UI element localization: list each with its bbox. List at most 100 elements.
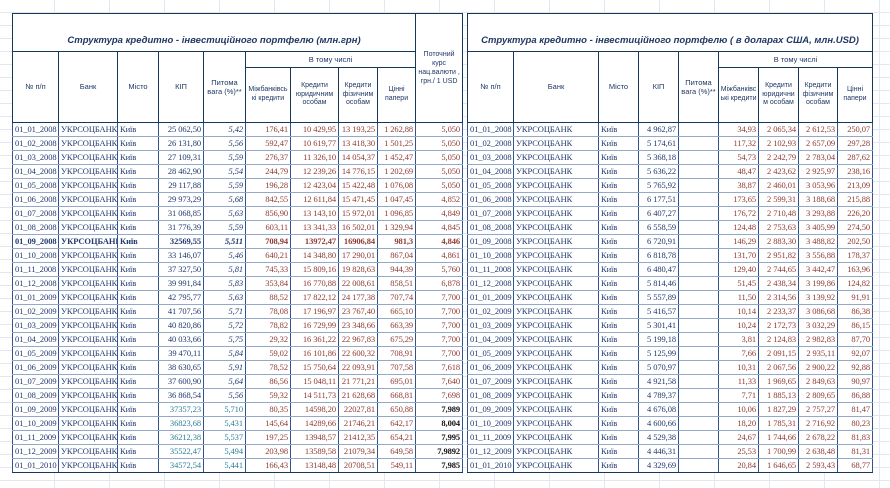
cell-retail-loans[interactable]: 3 086,68 bbox=[798, 304, 838, 319]
cell-city[interactable]: Київ bbox=[598, 290, 639, 305]
cell-date[interactable]: 01_06_2009 bbox=[12, 360, 59, 375]
cell-retail-loans[interactable]: 2 849,63 bbox=[798, 374, 838, 389]
cell-city[interactable]: Київ bbox=[598, 402, 639, 417]
cell-securities[interactable]: 549,11 bbox=[376, 458, 417, 473]
cell-date[interactable]: 01_08_2009 bbox=[12, 388, 59, 403]
cell-securities[interactable]: 649,58 bbox=[376, 444, 417, 459]
cell-securities[interactable]: 1 047,45 bbox=[376, 192, 417, 207]
cell-city[interactable]: Київ bbox=[117, 220, 159, 235]
cell-securities[interactable]: 867,04 bbox=[376, 248, 417, 263]
cell-bank[interactable]: УКРСОЦБАНК bbox=[58, 164, 118, 179]
cell-bank[interactable]: УКРСОЦБАНК bbox=[58, 430, 118, 445]
cell-weight[interactable] bbox=[678, 332, 719, 347]
cell-date[interactable]: 01_08_2008 bbox=[12, 220, 59, 235]
cell-corporate-loans[interactable]: 10 619,77 bbox=[290, 136, 339, 151]
cell-city[interactable]: Київ bbox=[598, 122, 639, 137]
cell-city[interactable]: Київ bbox=[598, 430, 639, 445]
cell-corporate-loans[interactable]: 2 124,83 bbox=[758, 332, 799, 347]
cell-weight[interactable] bbox=[678, 290, 719, 305]
cell-corporate-loans[interactable]: 14 511,73 bbox=[290, 388, 339, 403]
cell-fx-rate[interactable]: 4,852 bbox=[415, 192, 464, 207]
cell-bank[interactable]: УКРСОЦБАНК bbox=[58, 262, 118, 277]
cell-date[interactable]: 01_01_2010 bbox=[467, 458, 514, 473]
cell-fx-rate[interactable]: 5,050 bbox=[415, 150, 464, 165]
cell-bank[interactable]: УКРСОЦБАНК bbox=[58, 388, 118, 403]
cell-interbank-loans[interactable]: 51,45 bbox=[718, 276, 759, 291]
cell-bank[interactable]: УКРСОЦБАНК bbox=[58, 276, 118, 291]
cell-corporate-loans[interactable]: 2 091,15 bbox=[758, 346, 799, 361]
cell-city[interactable]: Київ bbox=[598, 332, 639, 347]
cell-kip[interactable]: 35522,47 bbox=[158, 444, 204, 459]
cell-corporate-loans[interactable]: 15 048,11 bbox=[290, 374, 339, 389]
cell-city[interactable]: Київ bbox=[598, 374, 639, 389]
cell-weight[interactable]: 5,431 bbox=[203, 416, 246, 431]
cell-securities[interactable]: 665,10 bbox=[376, 304, 417, 319]
cell-bank[interactable]: УКРСОЦБАНК bbox=[58, 458, 118, 473]
cell-city[interactable]: Київ bbox=[117, 374, 159, 389]
cell-fx-rate[interactable]: 7,9892 bbox=[415, 444, 464, 459]
cell-interbank-loans[interactable]: 38,87 bbox=[718, 178, 759, 193]
cell-date[interactable]: 01_02_2009 bbox=[467, 304, 514, 319]
cell-weight[interactable] bbox=[678, 178, 719, 193]
cell-city[interactable]: Київ bbox=[598, 234, 639, 249]
cell-securities[interactable]: 981,3 bbox=[376, 234, 417, 249]
cell-securities[interactable]: 663,39 bbox=[376, 318, 417, 333]
cell-bank[interactable]: УКРСОЦБАНК bbox=[513, 290, 599, 305]
cell-city[interactable]: Київ bbox=[117, 430, 159, 445]
cell-city[interactable]: Київ bbox=[598, 206, 639, 221]
cell-weight[interactable] bbox=[678, 346, 719, 361]
cell-securities[interactable]: 68,77 bbox=[836, 458, 874, 473]
cell-date[interactable]: 01_03_2009 bbox=[12, 318, 59, 333]
cell-corporate-loans[interactable]: 16 101,86 bbox=[290, 346, 339, 361]
cell-corporate-loans[interactable]: 13 143,10 bbox=[290, 206, 339, 221]
cell-retail-loans[interactable]: 14 054,37 bbox=[338, 150, 378, 165]
cell-weight[interactable]: 5,494 bbox=[203, 444, 246, 459]
cell-fx-rate[interactable]: 4,845 bbox=[415, 220, 464, 235]
cell-retail-loans[interactable]: 3 199,86 bbox=[798, 276, 838, 291]
cell-bank[interactable]: УКРСОЦБАНК bbox=[513, 388, 599, 403]
cell-city[interactable]: Київ bbox=[117, 178, 159, 193]
cell-interbank-loans[interactable]: 34,93 bbox=[718, 122, 759, 137]
cell-bank[interactable]: УКРСОЦБАНК bbox=[513, 304, 599, 319]
cell-kip[interactable]: 31 776,39 bbox=[158, 220, 204, 235]
cell-kip[interactable]: 6 177,51 bbox=[638, 192, 679, 207]
cell-kip[interactable]: 28 462,90 bbox=[158, 164, 204, 179]
cell-retail-loans[interactable]: 2 678,22 bbox=[798, 430, 838, 445]
cell-interbank-loans[interactable]: 18,20 bbox=[718, 416, 759, 431]
cell-interbank-loans[interactable]: 196,28 bbox=[245, 178, 291, 193]
cell-interbank-loans[interactable]: 29,32 bbox=[245, 332, 291, 347]
cell-date[interactable]: 01_12_2009 bbox=[467, 444, 514, 459]
cell-kip[interactable]: 40 820,86 bbox=[158, 318, 204, 333]
cell-date[interactable]: 01_03_2008 bbox=[467, 150, 514, 165]
cell-kip[interactable]: 38 630,65 bbox=[158, 360, 204, 375]
cell-bank[interactable]: УКРСОЦБАНК bbox=[58, 234, 118, 249]
cell-fx-rate[interactable]: 4,861 bbox=[415, 248, 464, 263]
cell-bank[interactable]: УКРСОЦБАНК bbox=[513, 206, 599, 221]
cell-kip[interactable]: 6 818,78 bbox=[638, 248, 679, 263]
cell-interbank-loans[interactable]: 353,84 bbox=[245, 276, 291, 291]
cell-corporate-loans[interactable]: 1 885,13 bbox=[758, 388, 799, 403]
cell-weight[interactable] bbox=[678, 206, 719, 221]
cell-securities[interactable]: 297,28 bbox=[836, 136, 874, 151]
cell-interbank-loans[interactable]: 592,47 bbox=[245, 136, 291, 151]
cell-retail-loans[interactable]: 2 935,11 bbox=[798, 346, 838, 361]
cell-kip[interactable]: 27 109,31 bbox=[158, 150, 204, 165]
cell-interbank-loans[interactable]: 129,40 bbox=[718, 262, 759, 277]
cell-retail-loans[interactable]: 2 900,22 bbox=[798, 360, 838, 375]
cell-securities[interactable]: 1 076,08 bbox=[376, 178, 417, 193]
cell-weight[interactable]: 5,42 bbox=[203, 122, 246, 137]
cell-corporate-loans[interactable]: 15 750,64 bbox=[290, 360, 339, 375]
cell-securities[interactable]: 1 452,47 bbox=[376, 150, 417, 165]
cell-bank[interactable]: УКРСОЦБАНК bbox=[513, 178, 599, 193]
cell-date[interactable]: 01_08_2008 bbox=[467, 220, 514, 235]
cell-retail-loans[interactable]: 21 771,21 bbox=[338, 374, 378, 389]
cell-bank[interactable]: УКРСОЦБАНК bbox=[58, 402, 118, 417]
cell-kip[interactable]: 4 676,08 bbox=[638, 402, 679, 417]
cell-retail-loans[interactable]: 2 925,97 bbox=[798, 164, 838, 179]
cell-bank[interactable]: УКРСОЦБАНК bbox=[58, 304, 118, 319]
cell-retail-loans[interactable]: 22 600,32 bbox=[338, 346, 378, 361]
cell-bank[interactable]: УКРСОЦБАНК bbox=[58, 290, 118, 305]
cell-kip[interactable]: 42 795,77 bbox=[158, 290, 204, 305]
cell-corporate-loans[interactable]: 2 951,82 bbox=[758, 248, 799, 263]
cell-city[interactable]: Київ bbox=[598, 304, 639, 319]
